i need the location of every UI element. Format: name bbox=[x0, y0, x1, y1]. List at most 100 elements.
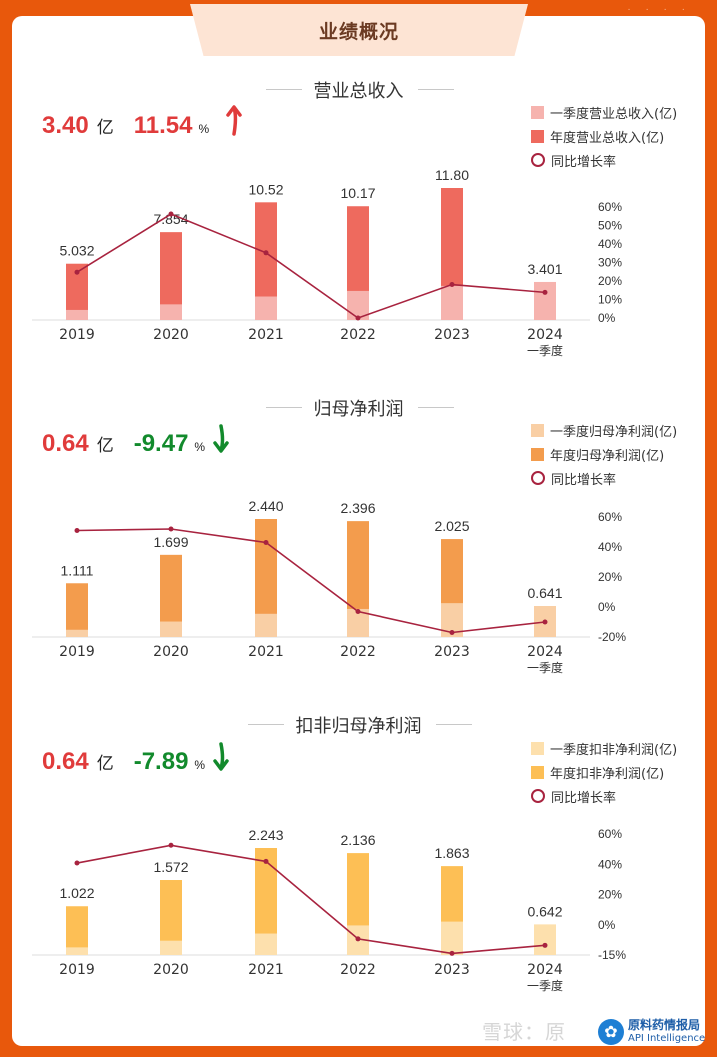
growth-rate-line bbox=[76, 528, 546, 634]
growth-rate-point bbox=[263, 540, 269, 545]
kpi-revenue: 3.40 亿 11.54% bbox=[42, 112, 209, 140]
bar-q1 bbox=[441, 603, 463, 637]
growth-rate-point bbox=[74, 528, 80, 533]
growth-rate-point bbox=[449, 630, 455, 635]
legend-swatch-q1 bbox=[531, 423, 544, 437]
title-line-left bbox=[266, 89, 302, 90]
legend-label: 一季度归母净利润(亿) bbox=[550, 424, 678, 440]
y-right-tick-label: 60% bbox=[598, 827, 622, 841]
y-right-tick-label: 20% bbox=[598, 570, 622, 584]
bar-q1 bbox=[255, 296, 277, 320]
value-label: 0.641 bbox=[527, 585, 562, 601]
legend-swatch-annual bbox=[531, 447, 544, 461]
value-label: 11.80 bbox=[435, 167, 469, 183]
legend-label: 年度归母净利润(亿) bbox=[550, 448, 665, 464]
x-tick-label: 2023 bbox=[434, 327, 470, 343]
legend-label: 一季度营业总收入(亿) bbox=[550, 106, 678, 122]
kpi-pct-sign: % bbox=[198, 122, 210, 136]
x-tick-label: 2024 bbox=[527, 962, 563, 978]
y-right-tick-label: 60% bbox=[598, 510, 622, 524]
growth-rate-point bbox=[355, 315, 361, 321]
arrow-up-icon bbox=[226, 105, 242, 136]
bar-q1 bbox=[66, 629, 88, 637]
legend-deducted-profit: 一季度扣非净利润(亿) 年度扣非净利润(亿) 同比增长率 bbox=[531, 736, 677, 808]
page-title: 业绩概况 bbox=[318, 20, 399, 43]
watermark: 雪球：原 bbox=[482, 1020, 566, 1044]
x-tick-label: 一季度 bbox=[527, 978, 563, 993]
bar-annual bbox=[66, 906, 88, 955]
growth-rate-point bbox=[542, 289, 548, 295]
legend-swatch-q1 bbox=[531, 741, 544, 755]
growth-rate-point bbox=[449, 282, 455, 288]
y-right-tick-label: 20% bbox=[598, 274, 622, 288]
kpi-value: 0.64 bbox=[42, 430, 89, 457]
brand-logo: ✿ 原料药情报局 API Intelligence bbox=[598, 1012, 708, 1052]
bar-q1 bbox=[66, 947, 88, 955]
kpi-unit: 亿 bbox=[96, 436, 114, 456]
kpi-pct-sign: % bbox=[194, 758, 206, 772]
kpi-value: 0.64 bbox=[42, 748, 89, 775]
value-label: 2.025 bbox=[434, 518, 469, 534]
title-line-right bbox=[418, 407, 454, 408]
x-tick-label: 2021 bbox=[248, 327, 284, 343]
growth-rate-point bbox=[542, 619, 548, 625]
growth-rate-point bbox=[449, 950, 455, 956]
bar-q1 bbox=[441, 921, 463, 955]
y-right-tick-label: 10% bbox=[598, 293, 622, 307]
value-label: 2.440 bbox=[248, 498, 283, 514]
bar-q1 bbox=[441, 285, 463, 320]
value-label: 5.032 bbox=[59, 243, 94, 259]
value-label: 1.863 bbox=[434, 845, 469, 861]
x-tick-label: 2021 bbox=[248, 644, 284, 660]
bar-annual bbox=[160, 232, 182, 320]
bar-q1 bbox=[347, 290, 369, 320]
value-label: 10.17 bbox=[340, 185, 375, 201]
growth-rate-point bbox=[355, 936, 361, 942]
y-right-tick-label: 30% bbox=[598, 256, 622, 270]
y-right-tick-label: 60% bbox=[598, 200, 622, 214]
kpi-growth: -9.47 bbox=[133, 430, 189, 457]
header-tab: 业绩概况 bbox=[190, 4, 528, 56]
legend-label: 同比增长率 bbox=[551, 154, 617, 170]
bar-annual bbox=[66, 263, 88, 320]
growth-rate-line bbox=[76, 844, 546, 955]
x-tick-label: 2024 bbox=[527, 327, 563, 343]
bar-q1 bbox=[347, 608, 369, 637]
x-tick-label: 2023 bbox=[434, 962, 470, 978]
decorative-dots: · · · · bbox=[627, 4, 691, 15]
kpi-value: 3.40 bbox=[42, 112, 89, 139]
bar-annual bbox=[160, 554, 182, 637]
y-right-tick-label: 0% bbox=[598, 311, 616, 325]
x-tick-label: 2020 bbox=[153, 644, 189, 660]
bar-annual bbox=[255, 848, 277, 955]
value-label: 2.243 bbox=[248, 827, 283, 843]
logo-subtitle: API Intelligence bbox=[628, 1033, 706, 1044]
value-label: 1.699 bbox=[153, 534, 188, 550]
x-tick-label: 一季度 bbox=[527, 343, 563, 358]
x-tick-label: 2023 bbox=[434, 644, 470, 660]
x-tick-label: 2019 bbox=[59, 644, 95, 660]
bar-annual bbox=[160, 880, 182, 955]
bar-annual bbox=[66, 583, 88, 637]
y-right-tick-label: 0% bbox=[598, 600, 616, 614]
legend-revenue: 一季度营业总收入(亿) 年度营业总收入(亿) 同比增长率 bbox=[531, 100, 677, 172]
value-label: 0.642 bbox=[527, 903, 562, 919]
growth-rate-point bbox=[542, 942, 548, 948]
growth-rate-point bbox=[168, 526, 174, 532]
legend-swatch-q1 bbox=[531, 105, 544, 119]
value-label: 1.022 bbox=[59, 885, 94, 901]
bar-q1 bbox=[255, 613, 277, 637]
value-label: 1.572 bbox=[153, 859, 188, 875]
growth-rate-point bbox=[263, 250, 269, 256]
legend-net-profit: 一季度归母净利润(亿) 年度归母净利润(亿) 同比增长率 bbox=[531, 418, 677, 490]
kpi-growth: 11.54 bbox=[133, 112, 193, 139]
bar-q1 bbox=[160, 940, 182, 955]
y-right-tick-label: 20% bbox=[598, 888, 622, 902]
growth-rate-point bbox=[74, 269, 80, 275]
logo-title: 原料药情报局 bbox=[628, 1018, 701, 1032]
x-tick-label: 2022 bbox=[340, 962, 376, 978]
title-line-right bbox=[418, 89, 454, 90]
legend-marker-growth bbox=[531, 153, 545, 167]
